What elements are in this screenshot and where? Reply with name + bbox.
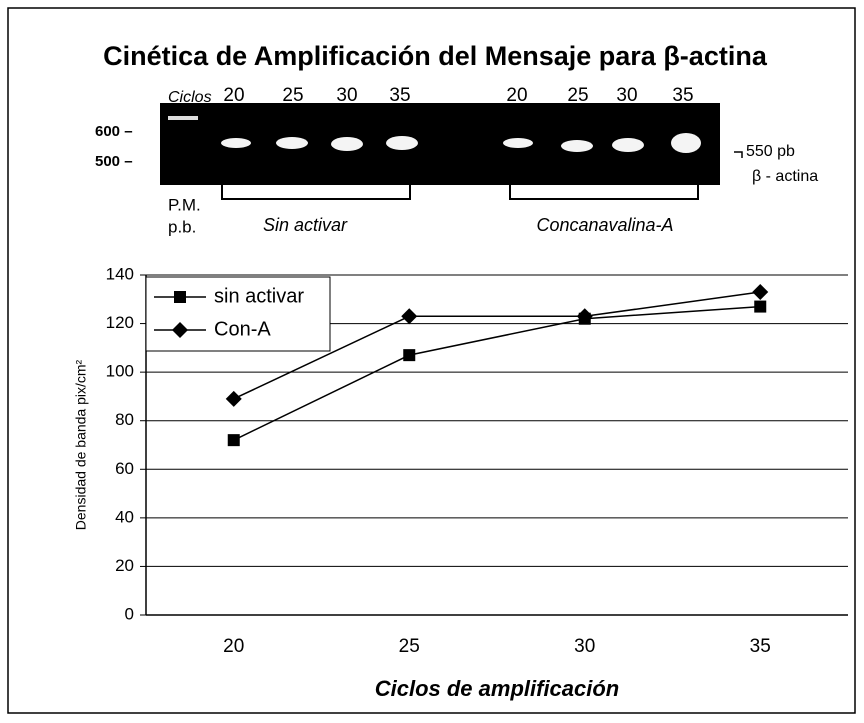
lane-label: 30 bbox=[616, 85, 637, 106]
band-name: β - actina bbox=[752, 168, 818, 185]
marker bbox=[576, 308, 593, 325]
marker bbox=[752, 284, 769, 300]
group-bracket bbox=[221, 185, 699, 200]
y-tick-label: 120 bbox=[106, 313, 134, 332]
y-tick-label: 0 bbox=[125, 604, 134, 623]
pb-label: p.b. bbox=[168, 217, 196, 236]
y-tick-label: 80 bbox=[115, 410, 134, 429]
group-label: Concanavalina-A bbox=[536, 215, 673, 235]
series-line bbox=[233, 291, 761, 400]
y-tick-label: 40 bbox=[115, 507, 134, 526]
marker bbox=[403, 349, 416, 362]
cycles-label: Ciclos bbox=[168, 89, 212, 106]
x-tick-label: 35 bbox=[750, 636, 771, 657]
marker-label: 500 – bbox=[95, 153, 133, 170]
x-tick-label: 20 bbox=[223, 636, 244, 657]
band-size: 550 pb bbox=[746, 143, 795, 160]
legend-label: Con-A bbox=[214, 318, 271, 340]
x-axis-label: Ciclos de amplificación bbox=[375, 676, 620, 701]
marker bbox=[401, 308, 418, 325]
marker bbox=[227, 434, 240, 447]
lane-label: 25 bbox=[282, 85, 303, 106]
legend-label: sin activar bbox=[214, 285, 304, 307]
lane-label: 30 bbox=[336, 85, 357, 106]
marker bbox=[754, 300, 767, 313]
marker bbox=[174, 291, 186, 303]
y-tick-label: 100 bbox=[106, 362, 134, 381]
lane-label: 20 bbox=[506, 85, 527, 106]
y-tick-label: 140 bbox=[106, 264, 134, 283]
lane-label: 20 bbox=[223, 85, 244, 106]
x-tick-label: 30 bbox=[574, 636, 595, 657]
y-axis-label: Densidad de banda pix/cm² bbox=[73, 359, 89, 530]
band-pointer bbox=[734, 151, 743, 158]
marker bbox=[172, 322, 188, 338]
legend bbox=[145, 276, 331, 352]
series-line bbox=[233, 305, 761, 441]
y-tick-label: 20 bbox=[115, 556, 134, 575]
marker-label: 600 – bbox=[95, 123, 133, 140]
group-label: Sin activar bbox=[263, 215, 348, 235]
gel-ladder bbox=[168, 116, 198, 120]
lane-label: 25 bbox=[567, 85, 588, 106]
gel-bands bbox=[221, 133, 701, 153]
lane-label: 35 bbox=[672, 85, 693, 106]
y-tick-label: 60 bbox=[115, 459, 134, 478]
chart-title: Cinética de Amplificación del Mensaje pa… bbox=[103, 41, 768, 71]
x-tick-label: 25 bbox=[399, 636, 420, 657]
marker bbox=[225, 390, 242, 407]
lane-label: 35 bbox=[389, 85, 410, 106]
pm-label: P.M. bbox=[168, 195, 201, 214]
